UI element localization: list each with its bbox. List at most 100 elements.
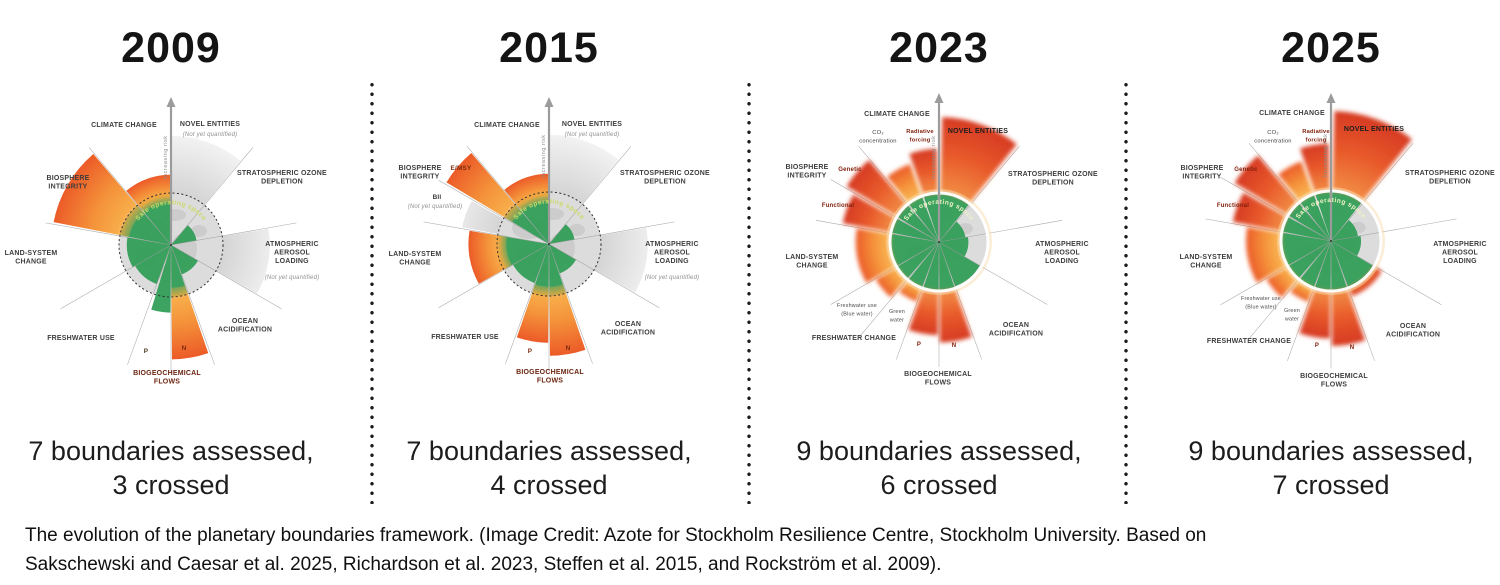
sector-divider-line bbox=[127, 246, 171, 365]
sector-divider-line bbox=[550, 146, 632, 243]
crossed-wedge-biosphere-integrity-genetic bbox=[1234, 155, 1299, 216]
sector-label: CLIMATE CHANGE bbox=[91, 122, 157, 129]
safe-wedge-climate-change-co2 bbox=[1299, 194, 1331, 241]
crossed-wedge-biogeochemical-flows-nitrogen bbox=[549, 284, 586, 356]
sector-label: E/MSY bbox=[451, 165, 472, 172]
sector-divider-line bbox=[1331, 242, 1375, 361]
panel-divider-dotted bbox=[370, 80, 374, 504]
safe-wedge-freshwater-blue-water bbox=[896, 242, 939, 279]
safe-wedge-land-system-change bbox=[890, 233, 939, 267]
crossed-wedge-biogeochemical-flows-phosphorus bbox=[908, 288, 939, 336]
increasing-risk-label: Increasing risk bbox=[1323, 133, 1329, 177]
sector-label: Freshwater use (Blue water) bbox=[1241, 296, 1281, 311]
diagram-center-point bbox=[1329, 239, 1333, 243]
sector-label: Genetic bbox=[1234, 167, 1258, 173]
safe-wedge-climate-change-radiative-forcing bbox=[1315, 191, 1331, 241]
safe-wedge-freshwater-green-water bbox=[908, 242, 939, 288]
sector-divider-line bbox=[858, 243, 938, 338]
safe-wedge-ocean-acidification bbox=[1331, 241, 1375, 288]
safe-wedge-stratospheric-ozone-depletion bbox=[1331, 219, 1359, 241]
safe-wedge-novel-entities bbox=[939, 193, 970, 242]
safe-wedge-biogeochemical-flows-phosphorus bbox=[532, 244, 549, 296]
summary-line-1: 9 boundaries assessed, bbox=[1188, 436, 1474, 466]
crossed-wedge-climate-change-radiative-forcing bbox=[909, 148, 938, 196]
sector-label: STRATOSPHERIC OZONE DEPLETION bbox=[1405, 170, 1495, 186]
transgressed-wedges bbox=[842, 117, 1017, 343]
sector-label: BIOSPHERE INTEGRITY bbox=[398, 165, 441, 181]
diagram-center-point bbox=[169, 243, 173, 247]
sector-label: FRESHWATER CHANGE bbox=[1207, 338, 1291, 345]
safe-operating-wedges bbox=[890, 193, 980, 291]
sector-label: (Not yet quantified) bbox=[408, 204, 463, 210]
transgressed-wedges bbox=[1232, 111, 1412, 346]
sector-label: OCEAN ACIDIFICATION bbox=[218, 318, 272, 334]
sector-divider-line bbox=[940, 242, 1048, 305]
sector-label: P bbox=[528, 348, 533, 355]
sector-divider-line bbox=[1220, 241, 1330, 305]
increasing-risk-arrow bbox=[166, 97, 176, 245]
sector-label: Green water bbox=[1284, 308, 1300, 323]
sector-divider-line bbox=[939, 243, 982, 360]
crossed-wedge-biosphere-integrity-functional bbox=[842, 194, 897, 233]
transgressed-wedges bbox=[53, 154, 209, 360]
crossed-wedge-biogeochemical-flows-nitrogen bbox=[939, 288, 972, 343]
sector-label: OCEAN ACIDIFICATION bbox=[989, 322, 1043, 338]
crossed-wedge-biosphere-integrity-genetic bbox=[846, 160, 908, 217]
crossed-wedge-climate-change bbox=[504, 173, 549, 212]
sector-label: NOVEL ENTITIES bbox=[562, 121, 622, 128]
safe-wedge-freshwater-blue-water bbox=[1287, 241, 1331, 279]
crossed-wedge-biosphere-integrity-functional bbox=[1232, 192, 1288, 232]
panel-summary: 7 boundaries assessed, 3 crossed bbox=[11, 434, 331, 502]
sector-label: LAND-SYSTEM CHANGE bbox=[5, 250, 58, 266]
sector-label: ATMOSPHERIC AEROSOL LOADING bbox=[1035, 241, 1088, 265]
sector-label: Radiative forcing bbox=[1302, 129, 1330, 144]
sector-divider-line bbox=[438, 244, 548, 308]
caption-line-2: Sakschewski and Caesar et al. 2025, Rich… bbox=[25, 553, 942, 575]
sector-divider-line bbox=[815, 220, 938, 242]
panel-2015: 2015 Increasing risk Safe operating space… bbox=[375, 0, 750, 520]
sector-labels: CLIMATE CHANGE NOVEL ENTITIES (Not yet qua… bbox=[5, 121, 327, 386]
safe-wedge-biosphere-integrity-functional bbox=[1281, 216, 1331, 241]
crossed-wedge-biosphere-integrity bbox=[53, 154, 144, 237]
sector-divider-line bbox=[549, 245, 593, 364]
safe-wedge-land-system-change bbox=[1281, 232, 1331, 266]
safe-wedge-biogeochemical-flows-nitrogen bbox=[939, 242, 955, 291]
safe-wedge-stratospheric-ozone-depletion bbox=[939, 221, 966, 242]
sector-divider-line bbox=[550, 221, 675, 244]
safe-wedge-ocean-acidification bbox=[171, 245, 199, 275]
sector-label: N bbox=[952, 343, 957, 349]
sector-label: N bbox=[566, 345, 571, 352]
safe-wedge-biogeochemical-flows-nitrogen bbox=[1331, 241, 1348, 291]
increasing-risk-arrow bbox=[544, 97, 554, 244]
sector-divider-line bbox=[171, 246, 215, 365]
sector-label: FRESHWATER USE bbox=[431, 334, 499, 341]
sector-divider-line bbox=[60, 245, 170, 309]
safe-wedge-climate-change-radiative-forcing bbox=[923, 193, 939, 242]
sector-label: CO₂ concentration bbox=[1254, 130, 1291, 145]
summary-line-2: 4 crossed bbox=[490, 470, 608, 500]
panel-summary: 7 boundaries assessed, 4 crossed bbox=[389, 434, 709, 502]
safe-wedge-biogeochemical-flows-nitrogen bbox=[171, 245, 188, 297]
sector-label: NOVEL ENTITIES bbox=[180, 121, 240, 128]
safe-wedge-stratospheric-ozone-depletion bbox=[549, 224, 575, 244]
sector-divider-line bbox=[1220, 177, 1330, 241]
sector-label: CLIMATE CHANGE bbox=[1259, 110, 1325, 117]
sector-divider-line bbox=[505, 245, 549, 364]
crossed-wedge-biogeochemical-flows-nitrogen bbox=[171, 285, 209, 360]
diagram-center-point bbox=[937, 240, 941, 244]
sector-divider-line bbox=[438, 180, 548, 244]
sector-label: BII bbox=[433, 194, 442, 201]
safe-wedge-biogeochemical-flows-nitrogen bbox=[549, 244, 566, 296]
safe-boundary-ring-dashed bbox=[496, 191, 602, 297]
sector-label: Genetic bbox=[838, 167, 862, 173]
sector-divider-line bbox=[940, 220, 1063, 242]
summary-line-1: 7 boundaries assessed, bbox=[406, 436, 692, 466]
crossed-wedge-biogeochemical-flows-phosphorus bbox=[516, 284, 549, 343]
sector-label: CLIMATE CHANGE bbox=[864, 111, 930, 118]
safe-wedge-freshwater-green-water bbox=[1299, 241, 1331, 288]
sector-label: NOVEL ENTITIES bbox=[1344, 126, 1404, 133]
crossed-wedge-biogeochemical-flows-nitrogen bbox=[1331, 288, 1366, 346]
sector-label: STRATOSPHERIC OZONE DEPLETION bbox=[237, 170, 327, 186]
